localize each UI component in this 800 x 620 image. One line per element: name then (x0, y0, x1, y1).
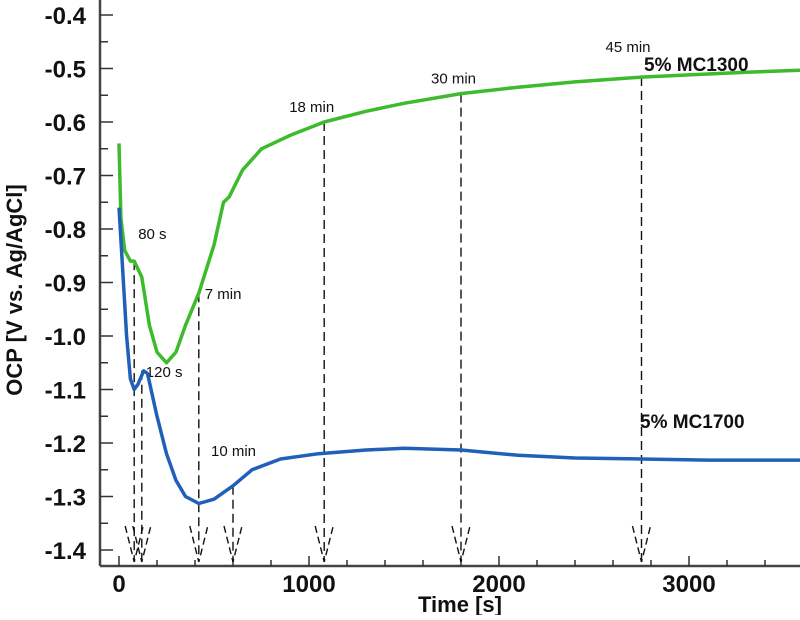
arrow-icon (189, 525, 209, 563)
arrow-icon (631, 525, 652, 563)
series-line-mc1700 (117, 207, 800, 506)
x-tick-label: 1000 (282, 571, 335, 598)
y-tick-label: -0.6 (45, 110, 86, 137)
arrow-icon (451, 525, 471, 563)
arrow-icon (132, 525, 152, 563)
y-tick-label: -1.4 (45, 538, 87, 565)
annotation-label: 45 min (606, 39, 651, 56)
y-tick-label: -0.5 (45, 57, 86, 84)
annotation-label: 18 min (289, 99, 334, 116)
arrow-icon (124, 525, 144, 563)
arrow-icon (223, 525, 243, 563)
y-tick-label: -1.0 (45, 324, 86, 351)
series-label-mc1300: 5% MC1300 (644, 55, 749, 76)
y-tick-label: -0.8 (45, 217, 86, 244)
arrow-icon (314, 525, 334, 563)
x-tick-label: 3000 (662, 571, 715, 598)
y-tick-label: -0.7 (45, 164, 86, 191)
annotation-label: 30 min (431, 71, 476, 88)
x-axis-label: Time [s] (418, 592, 502, 615)
y-tick-label: -1.3 (45, 485, 86, 512)
series-line-mc1300 (117, 68, 800, 365)
y-tick-label: -1.1 (45, 378, 86, 405)
x-tick-label: 0 (112, 571, 125, 598)
y-tick-label: -0.4 (45, 3, 87, 30)
y-tick-label: -0.9 (45, 271, 86, 298)
x-tick-label: 2000 (472, 571, 525, 598)
annotation-label: 10 min (211, 443, 256, 460)
y-axis-label: OCP [V vs. Ag/AgCl] (2, 184, 27, 395)
annotation-label: 120 s (146, 364, 183, 381)
annotation-label: 80 s (138, 226, 166, 243)
y-tick-label: -1.2 (45, 431, 86, 458)
series-label-mc1700: 5% MC1700 (640, 412, 745, 433)
annotation-label: 7 min (205, 286, 242, 303)
